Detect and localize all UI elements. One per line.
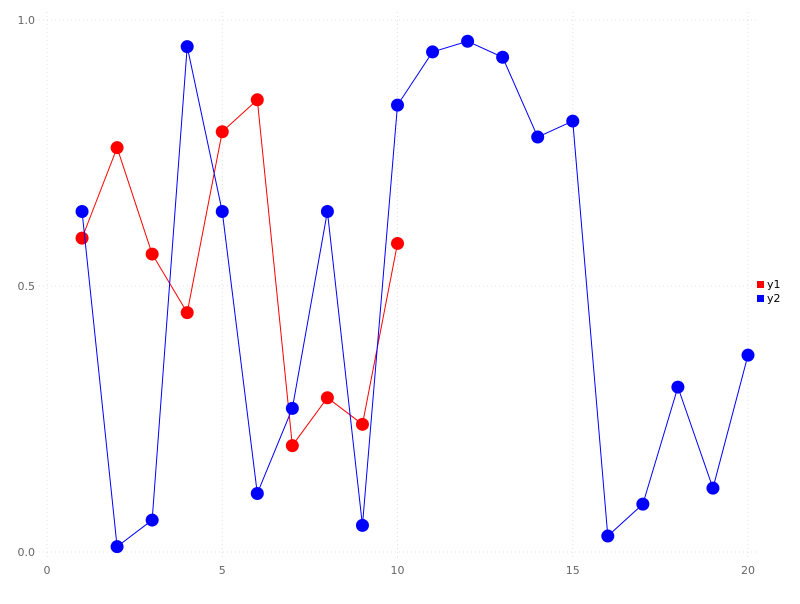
data-point-y2 <box>741 348 755 362</box>
data-point-y1 <box>285 439 299 453</box>
legend-swatch-y2 <box>757 295 764 302</box>
data-point-y2 <box>215 205 229 219</box>
data-point-y2 <box>250 486 264 500</box>
legend-label-y2: y2 <box>767 292 781 305</box>
data-point-y2 <box>566 114 580 128</box>
data-point-y2 <box>706 481 720 495</box>
data-point-y2 <box>285 401 299 415</box>
data-point-y2 <box>601 529 615 543</box>
data-point-y1 <box>391 236 404 250</box>
data-point-y2 <box>426 45 440 59</box>
data-point-y2 <box>355 518 369 532</box>
data-point-y2 <box>461 34 475 48</box>
data-point-y1 <box>145 247 159 261</box>
data-point-y1 <box>75 231 89 245</box>
y-tick-label: 0.5 <box>18 280 36 293</box>
data-point-y2 <box>531 130 545 144</box>
legend-label-y1: y1 <box>767 278 781 291</box>
data-point-y2 <box>671 380 685 394</box>
x-tick-label: 0 <box>44 564 51 577</box>
data-point-y1 <box>355 417 369 431</box>
x-tick-label: 5 <box>219 564 226 577</box>
y-tick-label: 0.0 <box>18 546 36 559</box>
series-line-y1 <box>81 98 398 447</box>
series-line-y2 <box>81 40 749 548</box>
data-point-y2 <box>320 205 334 219</box>
data-point-y2 <box>145 513 159 527</box>
x-tick-label: 20 <box>741 564 755 577</box>
legend-swatch-y1 <box>757 281 764 288</box>
data-point-y1 <box>320 391 334 405</box>
data-point-y2 <box>110 540 124 554</box>
y-tick-label: 1.0 <box>18 14 36 27</box>
data-point-y1 <box>215 125 229 139</box>
x-tick-label: 15 <box>566 564 580 577</box>
x-tick-label: 10 <box>391 564 405 577</box>
data-point-y2 <box>636 497 650 511</box>
data-point-y2 <box>496 50 510 64</box>
data-point-y1 <box>250 93 264 107</box>
data-point-y2 <box>391 98 404 112</box>
data-point-y2 <box>180 40 194 54</box>
data-point-y1 <box>110 141 124 155</box>
data-point-y2 <box>75 205 89 219</box>
data-point-y1 <box>180 306 194 320</box>
